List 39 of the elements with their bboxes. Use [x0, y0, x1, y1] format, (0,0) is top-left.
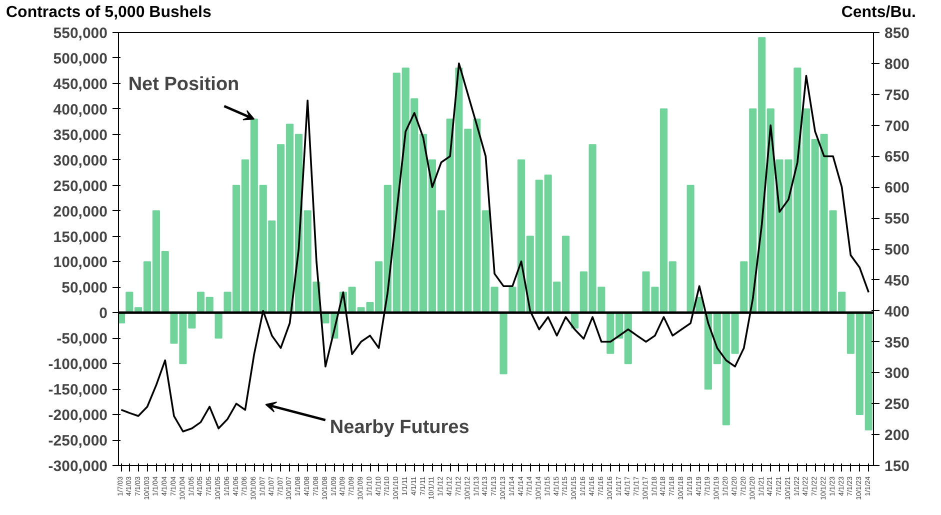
y-axis-title: Contracts of 5,000 Bushels: [6, 3, 212, 23]
y-tick-label: 250,000: [53, 178, 108, 195]
y2-tick-label: 550: [884, 210, 910, 228]
bar: [214, 312, 222, 339]
y2-tick-label: 350: [884, 334, 910, 352]
y-tick-label: -150,000: [48, 382, 108, 399]
y-tick-label: 200,000: [53, 203, 108, 220]
annotation: Net Position: [128, 74, 240, 95]
y-tick-label: 350,000: [53, 126, 108, 144]
y2-axis-title: Cents/Bu.: [841, 3, 916, 23]
y-tick-label: -300,000: [48, 458, 108, 475]
y-tick-label: 150,000: [53, 228, 108, 246]
y2-tick-label: 600: [884, 180, 910, 197]
annotation: Nearby Futures: [330, 416, 470, 438]
y2-tick-label: 450: [884, 272, 910, 290]
y2-tick-label: 400: [884, 303, 910, 320]
y-tick-label: 500,000: [53, 50, 108, 68]
y-tick-label: 400,000: [53, 101, 108, 118]
bar: [500, 312, 508, 374]
y-tick-label: 100,000: [53, 254, 108, 272]
y2-tick-label: 500: [884, 242, 910, 258]
y-tick-label: 300,000: [53, 152, 108, 170]
y2-tick-label: 650: [884, 148, 910, 166]
y2-tick-label: 850: [884, 25, 910, 42]
y-tick-label: 50,000: [62, 280, 108, 297]
y-tick-label: -100,000: [48, 356, 108, 374]
y-tick-label: 0: [99, 305, 108, 322]
y2-tick-label: 800: [884, 56, 910, 73]
y-tick-label: -250,000: [48, 432, 108, 450]
y2-tick-label: 750: [884, 86, 910, 104]
y-tick-label: -50,000: [56, 330, 108, 348]
y2-tick-label: 700: [884, 118, 910, 135]
y2-tick-label: 200: [884, 427, 910, 444]
y-tick-label: -200,000: [48, 407, 108, 424]
y2-tick-label: 150: [884, 458, 910, 475]
y-tick-label: 450,000: [53, 76, 108, 93]
y2-tick-label: 250: [884, 396, 910, 414]
y-tick-label: 550,000: [53, 25, 108, 42]
y2-tick-label: 300: [884, 365, 910, 382]
